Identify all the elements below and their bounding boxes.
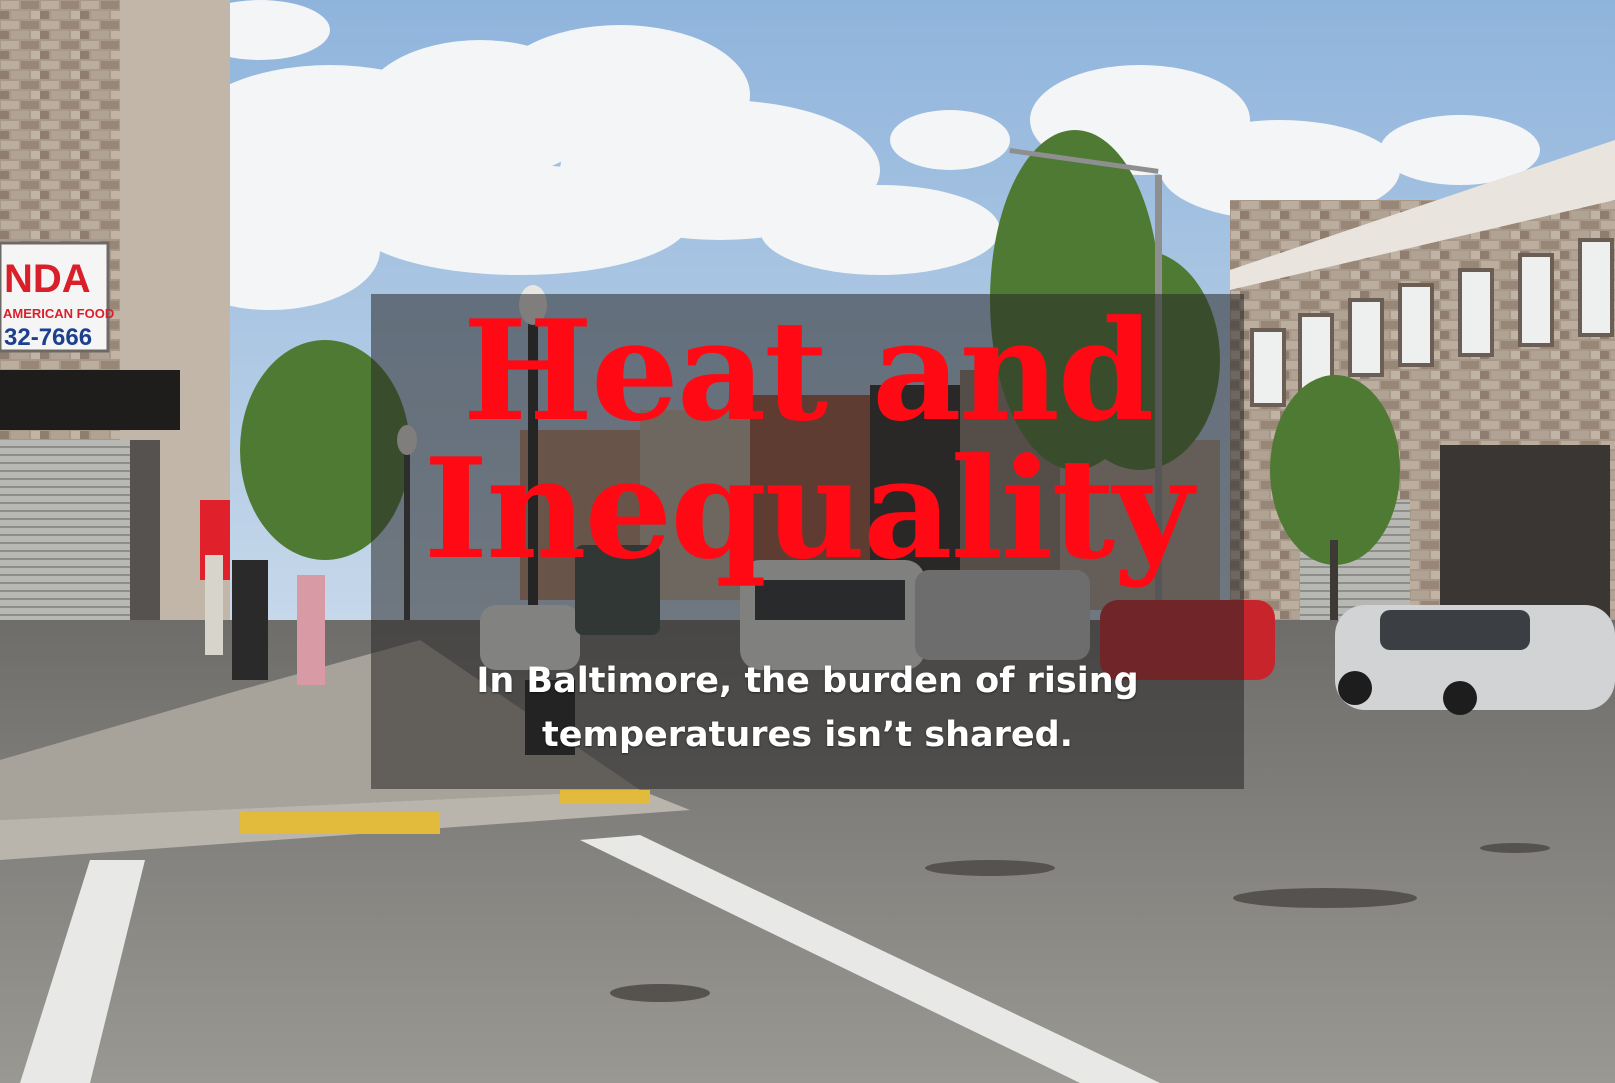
- sign-line3: 32-7666: [4, 324, 92, 351]
- headline: Heat and Inequality: [371, 302, 1244, 578]
- headline-line1: Heat and: [462, 289, 1155, 452]
- subhead-line1: In Baltimore, the burden of rising: [476, 661, 1139, 701]
- subhead-line2: temperatures isn’t shared.: [542, 715, 1073, 755]
- headline-line2: Inequality: [423, 427, 1194, 590]
- subheadline: In Baltimore, the burden of rising tempe…: [371, 654, 1244, 762]
- pedestrians: [205, 555, 325, 685]
- storefront-sign: NDA AMERICAN FOOD 32-7666: [0, 241, 114, 353]
- sign-line2: AMERICAN FOOD: [3, 306, 114, 321]
- headline-overlay: Heat and Inequality In Baltimore, the bu…: [371, 294, 1244, 789]
- sign-line1: NDA: [4, 257, 91, 301]
